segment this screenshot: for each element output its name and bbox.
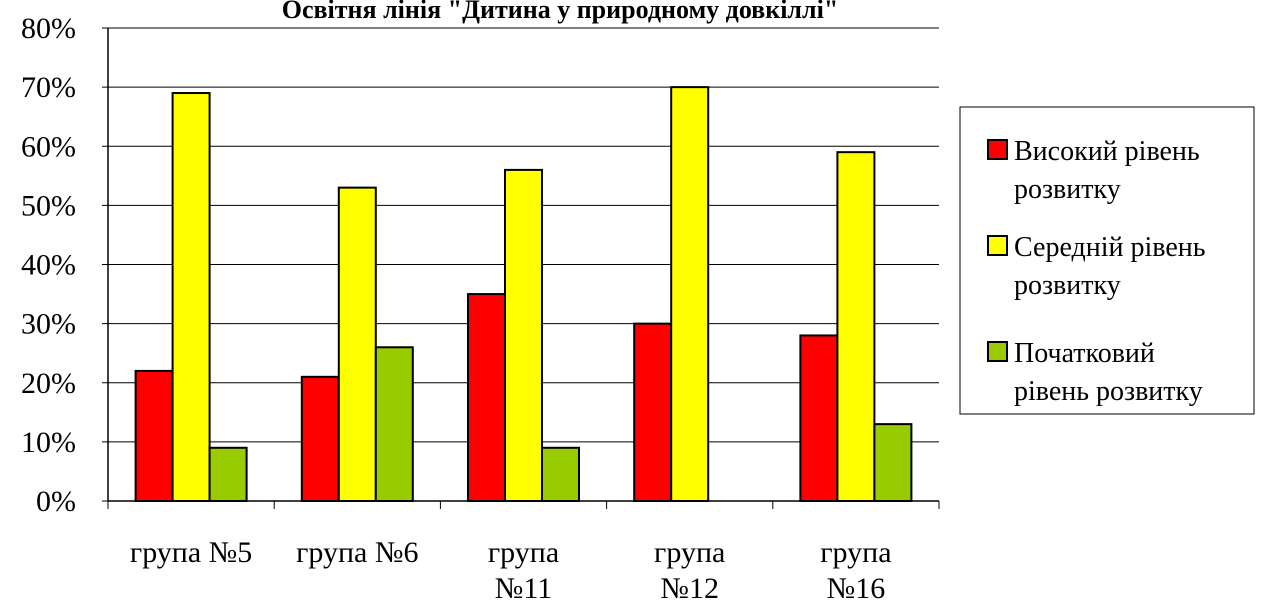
bar bbox=[467, 293, 506, 502]
y-tick-label: 50% bbox=[21, 189, 76, 222]
legend: Високий рівень розвитку Середній рівень роз… bbox=[959, 106, 1255, 415]
bar bbox=[633, 322, 673, 502]
legend-box bbox=[959, 106, 1255, 415]
legend-label-line: Початковий bbox=[1014, 338, 1155, 369]
x-tick-label-line: група №5 bbox=[130, 536, 252, 569]
bar bbox=[541, 446, 580, 503]
x-tick-label-line: №16 bbox=[827, 572, 886, 603]
x-tick-label-line: група bbox=[488, 536, 559, 569]
y-tick-labels: 0% 10% 20% 30% 40% 50% 60% 70% 80% bbox=[21, 12, 76, 518]
legend-label-line: розвитку bbox=[1014, 270, 1121, 301]
bar bbox=[873, 423, 913, 503]
y-tick-label: 70% bbox=[21, 71, 76, 104]
y-tick-label: 60% bbox=[21, 130, 76, 163]
bar bbox=[374, 346, 414, 502]
x-tick-label: група №6 bbox=[296, 536, 418, 569]
x-tick-label: група №5 bbox=[130, 536, 252, 569]
legend-label-line: розвитку bbox=[1014, 174, 1121, 205]
bar bbox=[836, 151, 876, 502]
legend-label: Початковий рівень розвитку bbox=[1014, 338, 1203, 407]
legend-label: Середній рівень розвитку bbox=[1014, 232, 1206, 301]
bar bbox=[134, 369, 174, 502]
x-tick-label-line: №12 bbox=[660, 572, 719, 603]
y-tick-label: 0% bbox=[36, 485, 76, 518]
legend-swatch bbox=[987, 139, 1008, 160]
bar bbox=[171, 92, 211, 502]
bar bbox=[208, 446, 248, 503]
bar bbox=[300, 375, 340, 502]
x-tick-label: група №12 bbox=[654, 536, 725, 603]
y-tick-label: 40% bbox=[21, 249, 76, 282]
x-tick-label-line: група bbox=[820, 536, 891, 569]
x-tick-label: група №16 bbox=[820, 536, 891, 603]
x-tick-label-line: група №6 bbox=[296, 536, 418, 569]
legend-label-line: Високий рівень bbox=[1014, 136, 1200, 167]
legend-label-line: Середній рівень bbox=[1014, 232, 1206, 263]
legend-label: Високий рівень розвитку bbox=[1014, 136, 1200, 205]
y-tick-label: 80% bbox=[21, 12, 76, 45]
bar bbox=[799, 334, 839, 503]
bar bbox=[670, 86, 710, 502]
y-tick-label: 20% bbox=[21, 367, 76, 400]
x-tick-label-line: №11 bbox=[495, 572, 553, 603]
axes bbox=[102, 27, 940, 509]
x-tick-label-line: група bbox=[654, 536, 725, 569]
chart-title: Освітня лінія "Дитина у природному довкі… bbox=[282, 0, 839, 24]
y-tick-label: 30% bbox=[21, 308, 76, 341]
y-tick-label: 10% bbox=[21, 426, 76, 459]
x-tick-label: група №11 bbox=[488, 536, 559, 603]
bar bbox=[504, 168, 543, 502]
bars bbox=[134, 86, 913, 503]
legend-label-line: рівень розвитку bbox=[1014, 376, 1203, 407]
legend-swatch bbox=[987, 235, 1008, 256]
bar bbox=[337, 186, 377, 502]
legend-swatch bbox=[987, 341, 1008, 362]
